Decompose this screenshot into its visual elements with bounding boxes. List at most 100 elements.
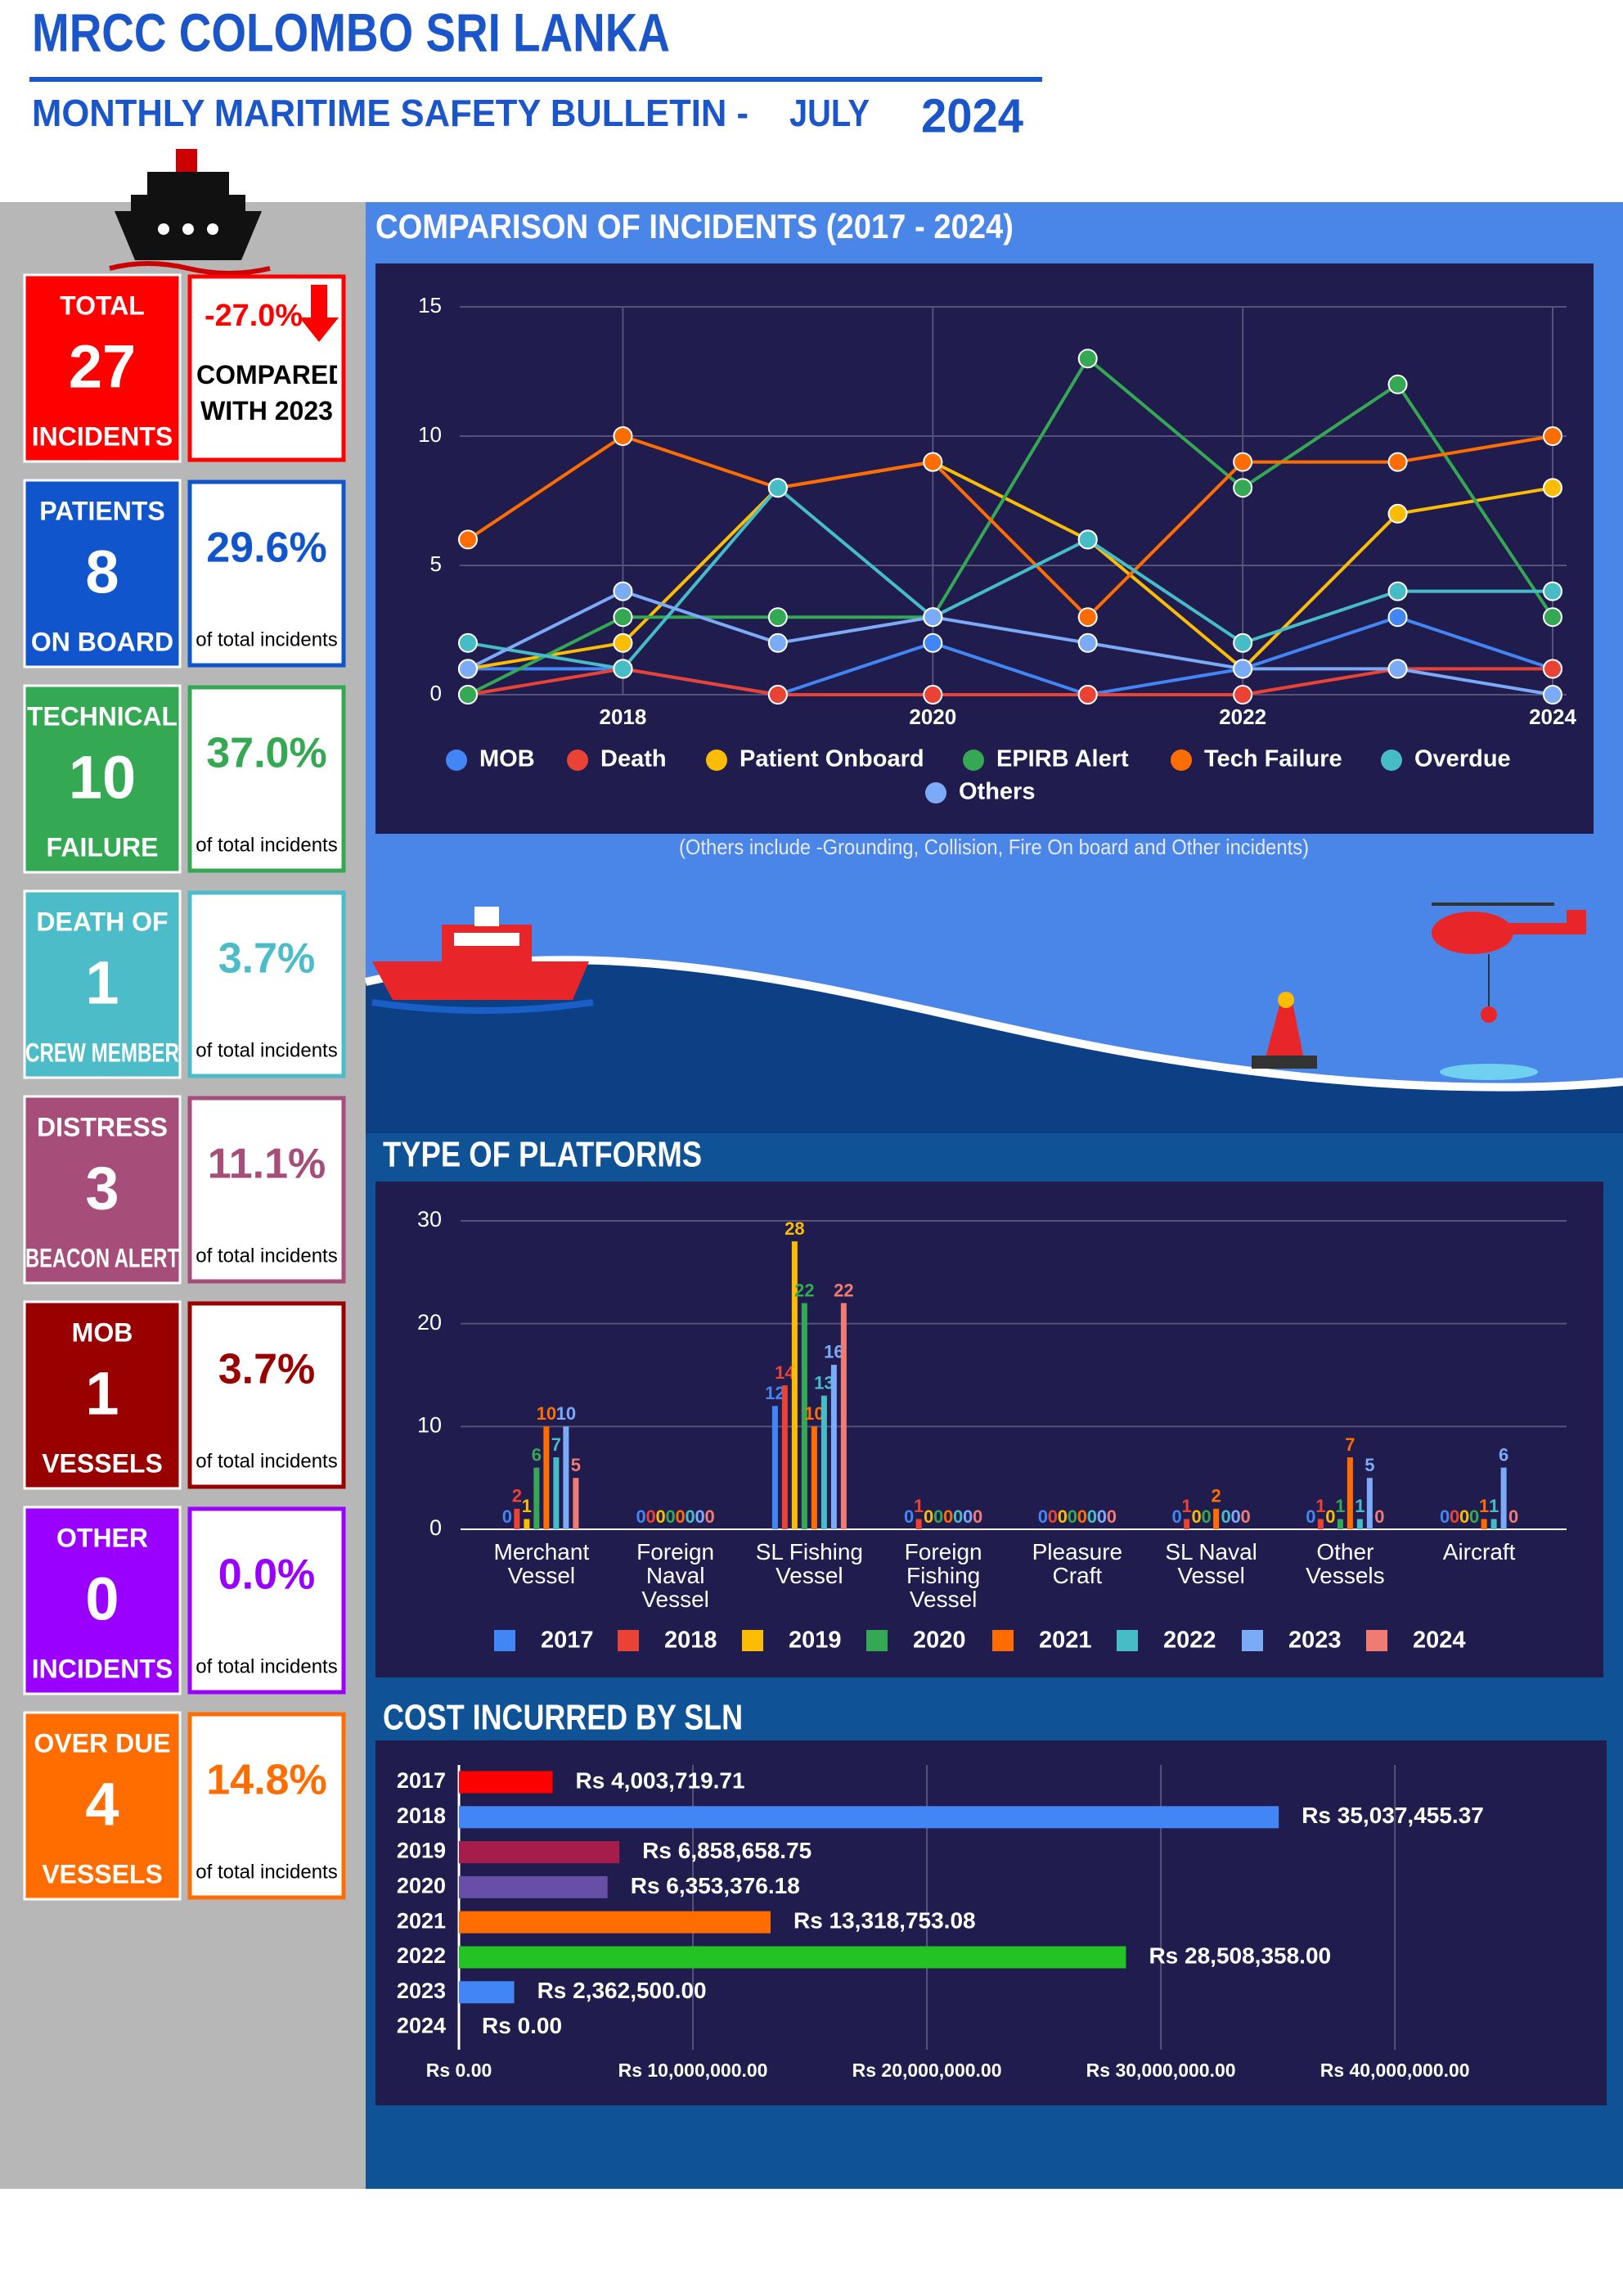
data-point xyxy=(1077,349,1098,369)
y-tick-label: 2018 xyxy=(397,1803,446,1828)
legend-swatch xyxy=(618,1630,639,1651)
legend-label: Death xyxy=(600,746,667,772)
data-label: Rs 4,003,719.71 xyxy=(576,1767,745,1793)
data-label: 0 xyxy=(705,1506,715,1527)
data-label: 2 xyxy=(512,1486,522,1506)
legend-label: 2023 xyxy=(1288,1627,1342,1654)
chart-title: COST INCURRED BY SLN xyxy=(383,1698,743,1738)
stat-label: MOB xyxy=(72,1317,133,1347)
stat-value: 1 xyxy=(85,1360,119,1428)
data-label: 5 xyxy=(1364,1455,1374,1475)
data-label: 22 xyxy=(794,1280,814,1300)
data-point xyxy=(1387,659,1408,679)
percent-card xyxy=(187,1712,346,1900)
data-label: 0 xyxy=(1241,1506,1251,1527)
data-point xyxy=(613,426,633,446)
data-label: 0 xyxy=(1087,1506,1097,1527)
bar xyxy=(524,1519,530,1529)
bar xyxy=(459,1911,771,1934)
legend-swatch xyxy=(742,1630,763,1651)
data-label: 12 xyxy=(765,1383,785,1403)
page-month: JULY xyxy=(789,92,870,134)
bar xyxy=(573,1478,579,1529)
stat-card xyxy=(23,1711,182,1901)
y-tick-label: 0 xyxy=(429,1515,442,1540)
legend-swatch xyxy=(1381,750,1402,771)
percent-note: of total incidents xyxy=(196,1039,337,1061)
data-label: 0 xyxy=(1306,1506,1315,1527)
data-label: 0 xyxy=(636,1506,646,1527)
bar xyxy=(459,1981,515,2004)
data-label: 0 xyxy=(666,1506,676,1527)
x-tick-label: SL Fishing Vessel xyxy=(755,1540,863,1588)
bar xyxy=(811,1426,817,1529)
data-point xyxy=(1543,581,1562,601)
bar xyxy=(1366,1478,1373,1529)
x-tick-label: Foreign Naval Vessel xyxy=(636,1540,715,1612)
data-point xyxy=(1387,374,1408,394)
stat-label: FAILURE xyxy=(47,832,159,862)
data-label: 0 xyxy=(646,1506,656,1527)
chart-title: TYPE OF PLATFORMS xyxy=(383,1135,702,1175)
y-tick-label: 2021 xyxy=(397,1908,446,1933)
x-tick-label-box: Aircraft xyxy=(1443,1540,1516,1564)
data-label: Rs 0.00 xyxy=(482,2013,562,2038)
data-label: 0 xyxy=(933,1506,943,1527)
data-label: 1 xyxy=(1479,1496,1489,1516)
data-label: 0 xyxy=(1221,1506,1231,1527)
bar xyxy=(553,1457,560,1529)
data-point xyxy=(1387,607,1408,628)
data-label: 0 xyxy=(695,1506,705,1527)
data-label: 0 xyxy=(1097,1506,1107,1527)
data-label: 0 xyxy=(1107,1506,1117,1527)
data-label: 5 xyxy=(571,1455,581,1475)
chart-note: (Others include -Grounding, Collision, F… xyxy=(679,835,1309,859)
page-year: 2024 xyxy=(921,89,1023,142)
data-label: 1 xyxy=(1489,1496,1499,1516)
x-tick-label: 2018 xyxy=(600,705,647,729)
data-point xyxy=(1543,607,1562,628)
data-label: 0 xyxy=(1048,1506,1058,1527)
percent-note: of total incidents xyxy=(196,834,337,856)
bar xyxy=(1490,1519,1497,1529)
percent-value: 3.7% xyxy=(218,935,316,983)
data-label: Rs 2,362,500.00 xyxy=(537,1978,707,2003)
data-point xyxy=(458,529,478,550)
data-label: Rs 35,037,455.37 xyxy=(1302,1803,1484,1828)
data-label: 10 xyxy=(556,1403,576,1424)
bar xyxy=(563,1426,569,1529)
x-tick-label: Other Vessels xyxy=(1306,1540,1385,1588)
page-subtitle: MONTHLY MARITIME SAFETY BULLETIN - xyxy=(32,92,749,134)
data-label: 7 xyxy=(551,1434,561,1455)
data-point xyxy=(458,633,478,653)
x-tick-label: Rs 20,000,000.00 xyxy=(852,2060,1002,2081)
x-tick-label: 2020 xyxy=(909,705,956,729)
percent-note: of total incidents xyxy=(196,628,337,651)
chart-title: COMPARISON OF INCIDENTS (2017 - 2024) xyxy=(375,207,1014,245)
bar xyxy=(459,1875,608,1898)
data-label: 0 xyxy=(1058,1506,1068,1527)
stat-card xyxy=(23,684,182,874)
stat-value: 0 xyxy=(85,1565,119,1633)
data-point xyxy=(1543,426,1562,446)
percent-card xyxy=(187,685,346,873)
x-tick-label: Pleasure Craft xyxy=(1032,1540,1123,1588)
legend-swatch xyxy=(1242,1630,1263,1651)
data-label: 0 xyxy=(1450,1506,1459,1527)
data-point xyxy=(613,607,633,628)
data-point xyxy=(767,478,788,498)
y-tick-label: 2020 xyxy=(397,1874,446,1898)
x-tick-label-box: Foreign Naval Vessel xyxy=(636,1540,715,1612)
data-label: 10 xyxy=(537,1403,556,1424)
percent-value: -27.0% xyxy=(205,299,303,333)
stat-value: 8 xyxy=(85,538,119,606)
x-tick-label: SL Naval Vessel xyxy=(1165,1540,1257,1588)
data-label: 0 xyxy=(963,1506,973,1527)
x-tick-label-box: Other Vessels xyxy=(1306,1540,1385,1588)
data-point xyxy=(1233,659,1253,679)
data-label: 0 xyxy=(502,1506,512,1527)
stat-value: 3 xyxy=(85,1155,119,1222)
x-tick-label: Rs 40,000,000.00 xyxy=(1320,2060,1470,2081)
data-label: 10 xyxy=(804,1403,824,1424)
